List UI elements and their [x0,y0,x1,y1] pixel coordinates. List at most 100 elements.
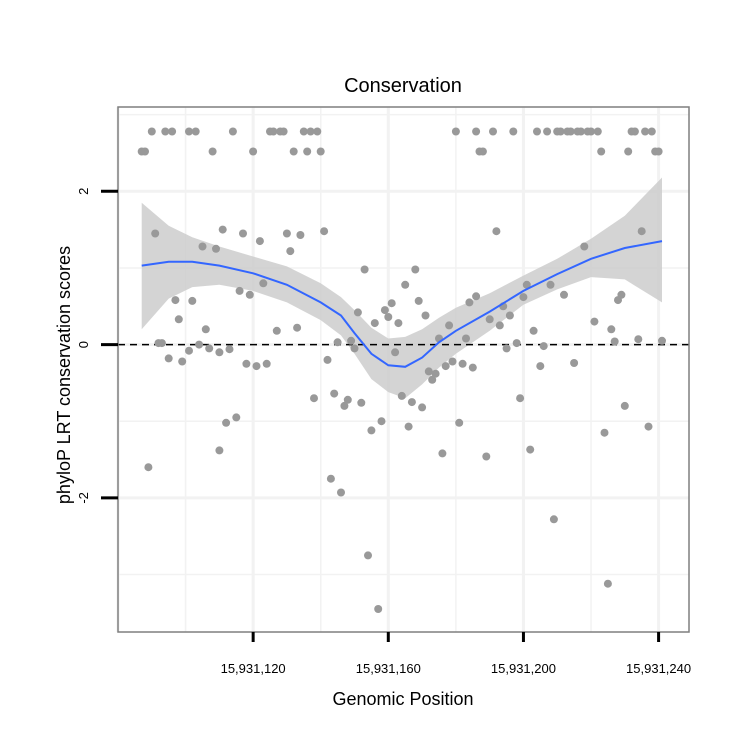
data-point [492,227,501,236]
data-point [418,403,427,412]
data-point [407,398,416,407]
data-point [421,311,430,320]
data-point [424,367,433,376]
data-point [164,354,173,363]
y-tick-label: 2 [76,188,91,195]
data-point [174,315,183,324]
panel-border [117,106,690,633]
data-point [320,227,329,236]
data-point [347,336,356,345]
data-point [404,422,413,431]
data-point [576,127,585,136]
data-point [215,446,224,455]
data-point [380,306,389,315]
y-tick-label: -2 [76,492,91,504]
data-point [397,391,406,400]
data-point [654,147,663,156]
data-point [330,389,339,398]
x-tick-label: 15,931,200 [491,661,556,676]
data-point [543,127,552,136]
data-point [502,344,511,353]
data-point [580,242,589,251]
data-point [458,359,467,368]
data-point [323,355,332,364]
smooth-trend-line [141,240,663,368]
data-point [414,296,423,305]
data-point [472,292,481,301]
data-point [364,551,372,560]
data-point [141,147,149,156]
data-point [218,225,227,234]
data-point [360,265,369,274]
data-point [465,298,474,307]
data-point [482,452,491,461]
data-point [198,242,207,251]
data-point [529,326,538,335]
data-point [282,229,291,238]
data-point [533,127,541,136]
data-point [367,426,376,435]
data-point [485,315,494,324]
data-point [188,296,197,305]
data-point [289,147,298,156]
data-point [310,394,318,403]
data-point [603,579,612,588]
data-point [641,127,650,136]
data-point [526,445,535,454]
y-axis: -2 0 2 [76,188,118,504]
data-point [455,418,464,427]
data-point [590,317,599,326]
data-point [259,279,268,288]
data-point [509,127,518,136]
data-point [566,127,575,136]
data-point [232,413,241,422]
data-point [313,127,322,136]
data-point [451,127,460,136]
data-point [370,319,379,328]
data-point [147,127,156,136]
y-axis-title: phyloP LRT conservation scores [54,246,74,504]
data-point [536,362,545,371]
data-point [441,362,450,371]
data-point [201,325,210,334]
data-point [384,313,393,321]
data-point [505,311,514,320]
data-point [212,244,220,253]
x-tick-label: 15,931,240 [626,661,691,676]
data-point [637,227,646,236]
data-point [245,290,254,299]
data-point [560,290,568,299]
data-point [286,247,295,256]
data-point [600,428,609,437]
data-point [357,398,366,407]
data-point [624,147,633,156]
data-point [438,449,447,458]
data-point [353,308,362,317]
data-point [617,290,626,299]
data-point [607,325,616,334]
data-point [340,401,349,410]
data-point [539,342,548,351]
data-point [262,359,271,368]
data-point [337,488,345,497]
data-point [448,357,457,366]
data-point [516,394,525,403]
data-point [205,344,214,353]
data-point [350,344,359,353]
data-point [472,127,481,136]
data-point [296,231,305,239]
data-point [428,375,437,384]
data-point [161,127,170,136]
confidence-ribbon [141,177,662,399]
y-tick-label: 0 [76,341,91,348]
data-point [279,127,288,136]
data-point [374,605,383,613]
data-point [647,127,656,136]
data-point [468,363,477,372]
data-point [377,417,386,426]
x-tick-label: 15,931,120 [221,661,286,676]
data-point [185,346,193,355]
data-point [235,286,244,295]
data-point [178,357,187,366]
data-point [157,339,166,348]
